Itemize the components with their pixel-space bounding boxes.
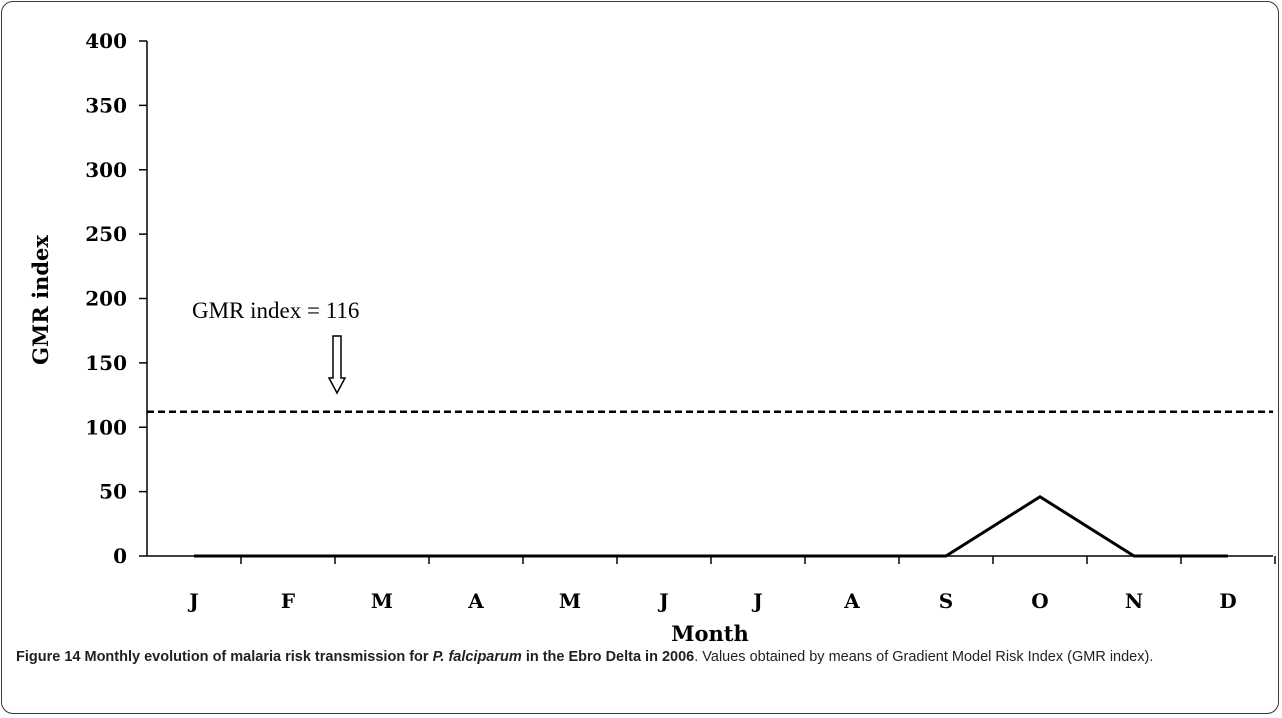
y-tick-label: 0 [113,544,127,568]
annotation-arrow [327,335,347,395]
x-tick-label: J [187,589,198,613]
series-line [194,495,1228,558]
y-tick-label: 200 [85,287,127,311]
x-tick-label: S [939,589,953,613]
x-tick-label: M [371,589,393,613]
y-tick-label: 350 [85,93,127,117]
x-tick-label: D [1219,589,1236,613]
x-tick-label: A [843,589,860,613]
x-tick-label: F [281,589,295,613]
x-tick-label: M [559,589,581,613]
x-tick-label: J [657,589,668,613]
caption-title: Figure 14 Monthly evolution of malaria r… [16,649,695,665]
y-axis-title: GMR index [28,235,53,365]
line-chart: 0 50 100 150 200 250 300 350 400 J F M A M J J A S O N D GM… [28,29,1276,645]
x-tick-label: N [1125,589,1143,613]
caption-body: . Values obtained by means of Gradient M… [694,649,1154,665]
y-axis-ticks: 0 50 100 150 200 250 300 350 400 [85,29,147,568]
x-tick-label: A [467,589,484,613]
y-tick-label: 100 [85,415,127,439]
figure-caption: Figure 14 Monthly evolution of malaria r… [16,646,1266,668]
annotation-label: GMR index = 116 [192,298,359,323]
x-tick-label: O [1031,589,1048,613]
y-tick-label: 50 [99,480,127,504]
x-axis-title: Month [671,621,749,645]
y-tick-label: 300 [85,158,127,182]
x-tick-label: J [751,589,762,613]
y-tick-label: 250 [85,222,127,246]
y-tick-label: 150 [85,351,127,375]
y-tick-label: 400 [85,29,127,53]
